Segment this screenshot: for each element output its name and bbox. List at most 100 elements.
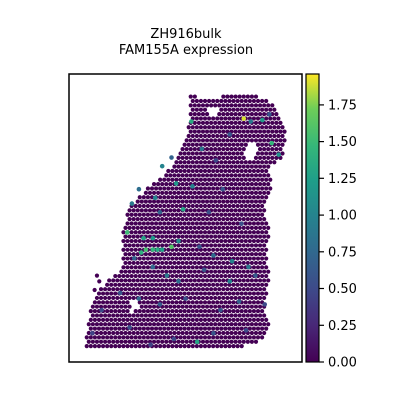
spot <box>235 195 240 200</box>
spot <box>206 300 212 305</box>
spot <box>194 186 199 191</box>
spot <box>225 199 230 204</box>
spot <box>229 287 234 292</box>
spot <box>243 335 248 340</box>
spot <box>200 304 206 309</box>
expression-spot <box>176 238 181 244</box>
spot <box>219 335 224 340</box>
spot <box>249 278 254 283</box>
spot <box>198 308 204 314</box>
spot <box>260 195 265 200</box>
spot <box>266 164 271 169</box>
spot <box>178 291 183 296</box>
spot <box>243 186 248 191</box>
spot <box>245 199 250 204</box>
spot <box>137 221 142 226</box>
spot <box>206 282 212 287</box>
spot <box>123 287 128 292</box>
spot <box>190 142 195 147</box>
spot <box>202 344 208 349</box>
spot <box>182 335 187 340</box>
spot <box>151 269 157 274</box>
spot <box>113 335 118 340</box>
spot <box>156 260 161 266</box>
spot <box>235 142 240 147</box>
spot <box>196 330 201 336</box>
spot <box>141 317 146 322</box>
spot <box>235 317 240 322</box>
spot <box>151 322 157 327</box>
spot <box>253 164 259 169</box>
spot <box>198 317 204 322</box>
spot <box>260 151 265 156</box>
expression-spot <box>206 209 212 215</box>
spot <box>264 186 269 191</box>
spot <box>241 208 246 213</box>
spot <box>206 177 212 182</box>
spot <box>264 107 269 112</box>
spot <box>229 190 234 195</box>
spot <box>227 142 232 147</box>
spot <box>96 344 102 349</box>
spot <box>262 147 267 152</box>
spot <box>182 168 187 174</box>
spot <box>253 269 259 274</box>
spot <box>186 125 191 130</box>
spot <box>206 247 212 252</box>
spot <box>196 287 201 292</box>
spot <box>221 173 226 178</box>
spot <box>223 308 228 314</box>
spot <box>239 203 244 209</box>
spot <box>131 269 136 274</box>
spot <box>225 322 230 327</box>
spot <box>192 287 197 292</box>
spot <box>180 287 185 292</box>
spot <box>174 212 179 217</box>
spot <box>211 98 216 104</box>
spot <box>266 129 271 134</box>
spot <box>229 155 234 160</box>
spot <box>164 313 169 318</box>
spot <box>225 208 230 213</box>
spot <box>202 212 208 217</box>
plot-frame <box>68 73 303 363</box>
spot <box>233 217 238 222</box>
spot <box>168 322 173 327</box>
spot <box>204 190 210 195</box>
spot <box>233 234 238 239</box>
spot <box>168 339 173 344</box>
spot <box>149 291 155 296</box>
spot <box>188 330 193 336</box>
spot <box>229 234 234 239</box>
colorbar-tick-label: 0.00 <box>328 356 357 371</box>
expression-spot <box>213 158 219 163</box>
spot <box>262 313 267 318</box>
spot <box>206 326 212 331</box>
spot <box>253 129 259 134</box>
colorbar-tick-label: 0.75 <box>328 245 357 260</box>
spot <box>145 308 151 314</box>
spot <box>227 282 232 287</box>
spot <box>94 313 100 318</box>
spot <box>268 116 273 121</box>
spot <box>200 243 206 248</box>
spot <box>125 247 130 252</box>
spot <box>213 260 218 266</box>
spot <box>229 252 234 257</box>
spot <box>219 133 224 139</box>
spot <box>143 330 148 336</box>
spot <box>204 234 210 239</box>
spot <box>125 273 130 279</box>
spot <box>233 164 238 169</box>
spot <box>192 330 197 336</box>
spot <box>178 317 183 322</box>
spot <box>262 295 267 301</box>
spot <box>233 103 238 108</box>
spot <box>229 225 234 231</box>
spot <box>247 125 252 130</box>
spot <box>190 168 195 174</box>
spot <box>262 208 267 213</box>
spot <box>188 155 193 160</box>
spot <box>221 103 226 108</box>
spot <box>119 322 124 327</box>
